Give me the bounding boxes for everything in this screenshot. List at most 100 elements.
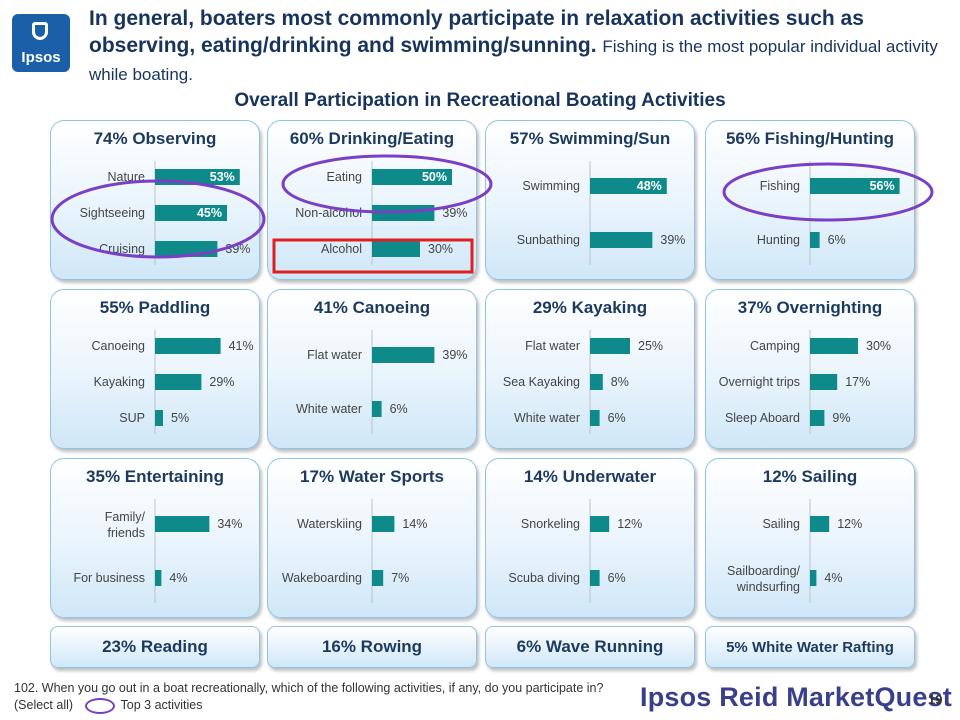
chart-title: 41% Canoeing <box>313 298 431 317</box>
ipsos-logo: Ipsos <box>12 14 70 72</box>
page-subtitle: Overall Participation in Recreational Bo… <box>234 90 726 111</box>
bar-scuba-diving <box>590 570 600 586</box>
category-label-overnight-trips: Overnight trips <box>719 375 800 389</box>
category-label-camping: Camping <box>750 339 800 353</box>
bar-sunbathing <box>590 232 653 248</box>
value-label-scuba-diving: 6% <box>608 571 626 585</box>
value-label-alcohol: 30% <box>428 242 453 256</box>
chart-panel-60-drinking-eating: 60% Drinking/Eating Eating 50% Non-alcohol 3… <box>267 120 477 280</box>
category-label-snorkeling: Snorkeling <box>521 517 580 531</box>
category-label-sailboarding-windsurfing: Sailboarding/windsurfing <box>727 564 800 594</box>
bar-flat-water <box>372 347 435 363</box>
chart-title: 56% Fishing/Hunting <box>725 129 895 148</box>
chart-panel-29-kayaking: 29% Kayaking Flat water 25% Sea Kayaking 8% W… <box>485 289 695 449</box>
bar-non-alcohol <box>372 205 435 221</box>
bar-waterskiing <box>372 516 395 532</box>
chart-title: 57% Swimming/Sun <box>509 129 671 148</box>
bar-chart: Flat water 39% White water 6% <box>296 330 467 434</box>
footnote-legend: Top 3 activities <box>120 698 203 712</box>
chart-panel-17-water-sports: 17% Water Sports Waterskiing 14% Wakeboardi… <box>267 458 477 618</box>
bar-overnight-trips <box>810 374 838 390</box>
bar-canoeing <box>155 338 221 354</box>
page-number: 19 <box>928 692 943 707</box>
category-label-fishing: Fishing <box>760 179 800 193</box>
chart-title: 55% Paddling <box>99 298 211 317</box>
bar-chart: Family/friends 34% For business 4% <box>73 499 242 603</box>
value-label-white-water: 6% <box>608 411 626 425</box>
bar-for-business <box>155 570 162 586</box>
chart-title: 14% Underwater <box>523 467 657 486</box>
value-label-sleep-aboard: 9% <box>832 411 850 425</box>
category-label-canoeing: Canoeing <box>91 339 145 353</box>
category-label-white-water: White water <box>514 411 580 425</box>
chart-title: 37% Overnighting <box>737 298 883 317</box>
rowing-button: 16% Rowing <box>267 626 477 668</box>
headline-normal: Fishing is the most popular individual a… <box>89 37 938 84</box>
category-label-for-business: For business <box>73 571 145 585</box>
category-label-hunting: Hunting <box>757 233 800 247</box>
value-label-sailboarding-windsurfing: 4% <box>824 571 842 585</box>
bar-snorkeling <box>590 516 610 532</box>
bar-chart: Waterskiing 14% Wakeboarding 7% <box>282 499 427 603</box>
value-label-sea-kayaking: 8% <box>611 375 629 389</box>
category-label-sunbathing: Sunbathing <box>517 233 580 247</box>
bar-sailboarding-windsurfing <box>810 570 817 586</box>
bar-chart: Camping 30% Overnight trips 17% Sleep Aboard… <box>719 330 891 434</box>
chart-panel-56-fishing-hunting: 56% Fishing/Hunting Fishing 56% Hunting 6% <box>705 120 915 280</box>
value-label-for-business: 4% <box>169 571 187 585</box>
bar-wakeboarding <box>372 570 384 586</box>
category-label-sailing: Sailing <box>762 517 800 531</box>
bar-sleep-aboard <box>810 410 825 426</box>
value-label-nature: 53% <box>210 170 235 184</box>
white-water-rafting-button: 5% White Water Rafting <box>705 626 915 668</box>
bar-camping <box>810 338 858 354</box>
category-label-wakeboarding: Wakeboarding <box>282 571 362 585</box>
logo-text: Ipsos <box>21 49 61 66</box>
category-label-cruising: Cruising <box>99 242 145 256</box>
value-label-sunbathing: 39% <box>660 233 685 247</box>
chart-panel-55-paddling: 55% Paddling Canoeing 41% Kayaking 29% SUP 5% <box>50 289 260 449</box>
bar-swimming <box>590 178 667 194</box>
category-label-white-water: White water <box>296 402 362 416</box>
bar-chart: Swimming 48% Sunbathing 39% <box>517 161 685 265</box>
chart-title: 60% Drinking/Eating <box>289 129 455 148</box>
category-label-flat-water: Flat water <box>525 339 580 353</box>
bar-chart: Canoeing 41% Kayaking 29% SUP 5% <box>91 330 254 434</box>
value-label-sailing: 12% <box>837 517 862 531</box>
chart-title: 35% Entertaining <box>86 467 224 486</box>
category-label-flat-water: Flat water <box>307 348 362 362</box>
chart-panel-37-overnighting: 37% Overnighting Camping 30% Overnight trip… <box>705 289 915 449</box>
top3-legend-oval-icon <box>84 697 115 714</box>
bar-cruising <box>155 241 218 257</box>
reading-button: 23% Reading <box>50 626 260 668</box>
bar-white-water <box>372 401 382 417</box>
footnote-question: 102. When you go out in a boat recreatio… <box>14 681 604 712</box>
category-label-alcohol: Alcohol <box>321 242 362 256</box>
category-label-sea-kayaking: Sea Kayaking <box>503 375 580 389</box>
value-label-cruising: 39% <box>225 242 250 256</box>
category-label-sightseeing: Sightseeing <box>80 206 145 220</box>
value-label-swimming: 48% <box>637 179 662 193</box>
chart-panel-12-sailing: 12% Sailing Sailing 12% Sailboarding/windsu… <box>705 458 915 618</box>
value-label-canoeing: 41% <box>229 339 254 353</box>
value-label-overnight-trips: 17% <box>845 375 870 389</box>
category-label-waterskiing: Waterskiing <box>297 517 362 531</box>
bar-family-friends <box>155 516 210 532</box>
bar-white-water <box>590 410 600 426</box>
bar-sup <box>155 410 163 426</box>
chart-title: 29% Kayaking <box>532 298 648 317</box>
category-label-eating: Eating <box>327 170 362 184</box>
bar-sea-kayaking <box>590 374 603 390</box>
footnote: 102. When you go out in a boat recreatio… <box>14 680 634 714</box>
bar-kayaking <box>155 374 202 390</box>
bar-chart: Flat water 25% Sea Kayaking 8% White water 6% <box>503 330 663 434</box>
value-label-snorkeling: 12% <box>617 517 642 531</box>
value-label-camping: 30% <box>866 339 891 353</box>
value-label-wakeboarding: 7% <box>391 571 409 585</box>
wave-running-button: 6% Wave Running <box>485 626 695 668</box>
bar-chart: Nature 53% Sightseeing 45% Cruising 39% <box>80 161 250 265</box>
headline: In general, boaters most commonly partic… <box>89 5 949 88</box>
bar-hunting <box>810 232 820 248</box>
value-label-flat-water: 25% <box>638 339 663 353</box>
bar-chart: Fishing 56% Hunting 6% <box>757 161 900 265</box>
